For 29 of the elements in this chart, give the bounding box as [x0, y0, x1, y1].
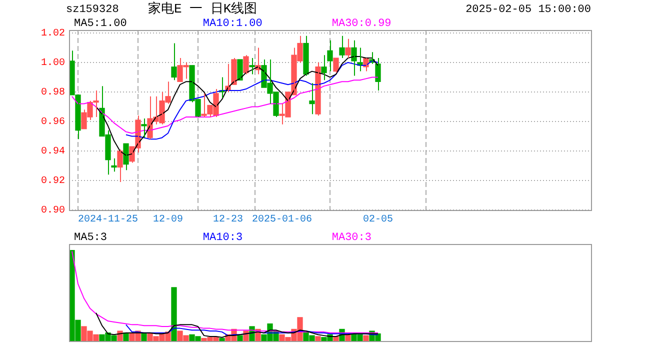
bar — [363, 335, 369, 341]
bar — [243, 330, 249, 341]
text: MA10:1.00 — [202, 18, 262, 30]
text: MA5:1.00 — [74, 18, 127, 30]
x-tick-label: 12-09 — [152, 214, 184, 226]
bar — [219, 338, 225, 341]
y-tick-label: 0.96 — [40, 117, 65, 128]
text: MA30:3 — [332, 232, 372, 244]
text: MA10:3 — [202, 232, 243, 244]
bar — [117, 330, 123, 341]
text: 2025-02-05 15:00:00 — [466, 4, 591, 16]
text: MA30:0.99 — [332, 18, 392, 30]
bar — [237, 335, 243, 341]
y-tick-label: 1.00 — [40, 58, 65, 70]
bar — [315, 336, 321, 341]
bar — [345, 334, 351, 341]
x-tick-label: 12-23 — [212, 214, 244, 226]
text: MA5:3 — [74, 232, 108, 244]
x-tick-label: 02-05 — [362, 214, 394, 226]
x-tick-label: 2024-11-25 — [78, 214, 138, 226]
chart-subtitle: sz159328 — [66, 4, 119, 16]
y-tick-label: 0.94 — [40, 146, 65, 158]
x-tick-label: 2025-01-06 — [252, 214, 312, 226]
y-tick-label: 0.98 — [40, 88, 65, 99]
y-tick-label: 1.02 — [40, 28, 65, 40]
bar — [171, 287, 177, 341]
y-tick-label: 0.90 — [40, 206, 65, 217]
chart-title: 家电E 一 日K线图 — [148, 0, 258, 16]
y-tick-label: 0.92 — [40, 176, 65, 188]
